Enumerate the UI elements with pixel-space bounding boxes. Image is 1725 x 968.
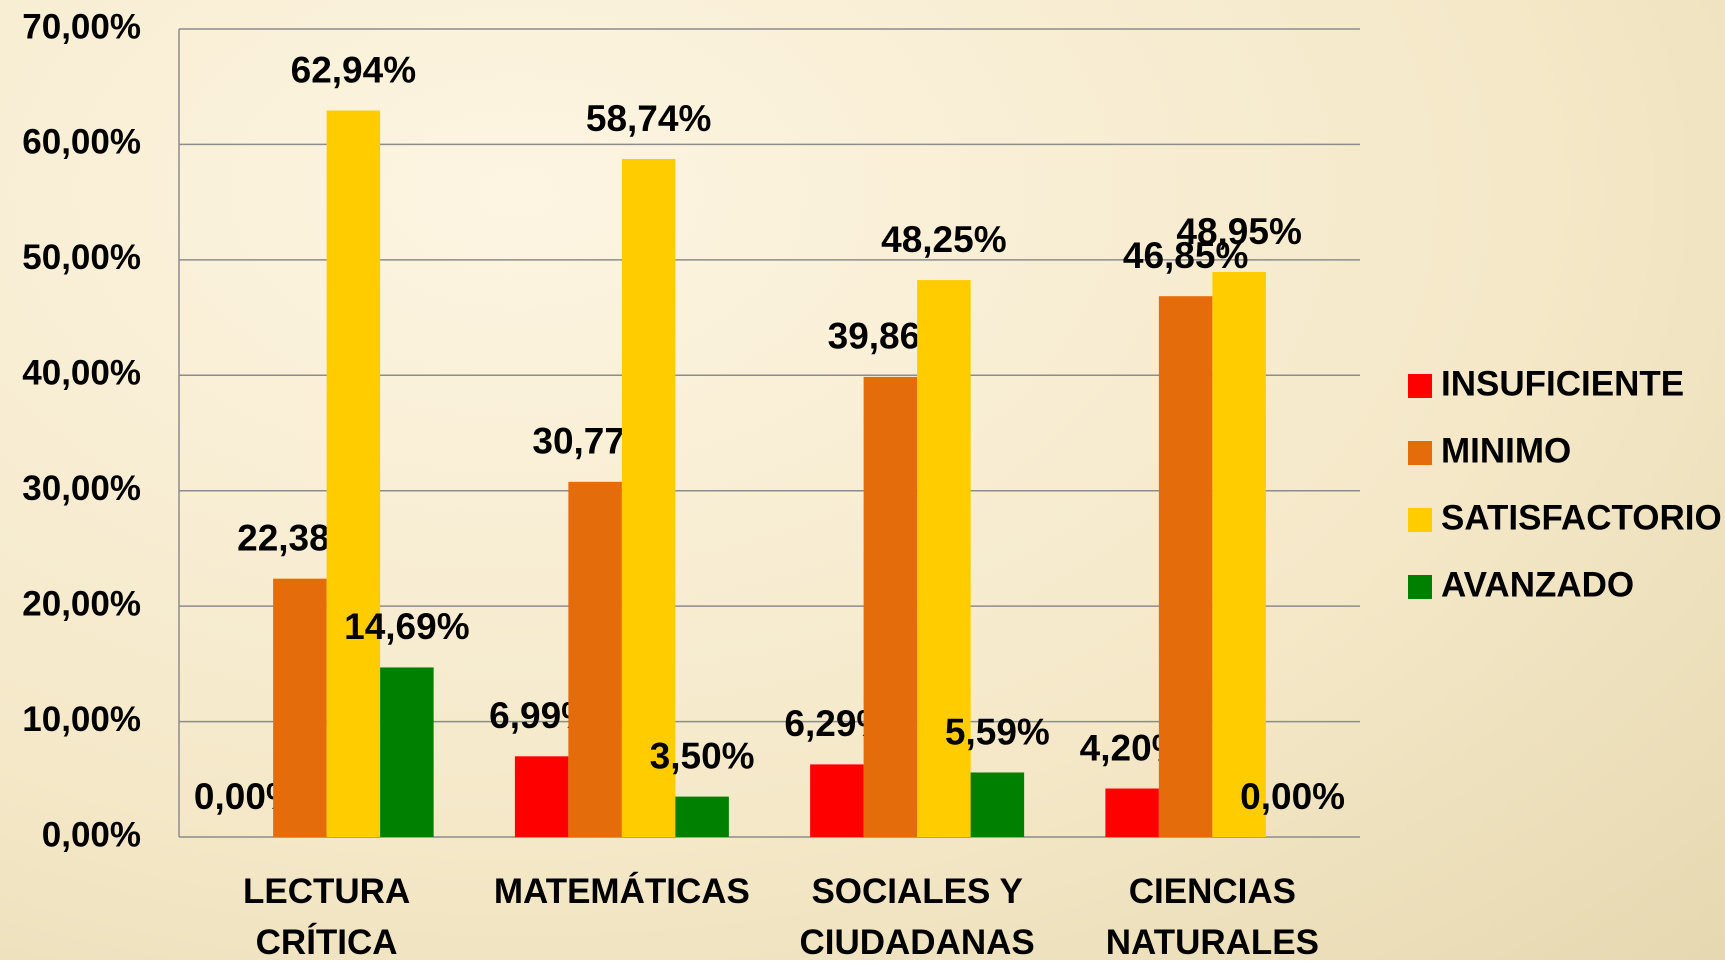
y-tick-label: 40,00% bbox=[22, 354, 141, 393]
x-tick-label: LECTURA CRÍTICA bbox=[243, 872, 411, 962]
data-label: 14,69% bbox=[344, 606, 470, 647]
legend-swatch bbox=[1408, 441, 1432, 465]
bar bbox=[810, 764, 864, 837]
data-label: 5,59% bbox=[945, 711, 1050, 752]
legend-swatch bbox=[1408, 374, 1432, 398]
data-label: 3,50% bbox=[650, 735, 755, 776]
data-label: 58,74% bbox=[586, 98, 712, 139]
bar bbox=[380, 667, 434, 837]
y-tick-label: 60,00% bbox=[22, 123, 141, 162]
y-tick-label: 10,00% bbox=[22, 700, 141, 739]
bar bbox=[621, 158, 676, 838]
legend-label: SATISFACTORIO bbox=[1441, 498, 1722, 537]
y-tick-label: 50,00% bbox=[22, 238, 141, 277]
bar bbox=[1158, 296, 1213, 837]
data-label: 48,25% bbox=[881, 219, 1007, 260]
bar bbox=[514, 756, 569, 837]
legend-label: MINIMO bbox=[1441, 431, 1571, 470]
data-label: 48,95% bbox=[1176, 211, 1302, 252]
y-tick-label: 0,00% bbox=[42, 815, 141, 854]
x-tick-label: CIENCIAS NATURALES bbox=[1105, 872, 1319, 962]
bar bbox=[326, 110, 381, 838]
bar bbox=[1105, 788, 1159, 837]
bar bbox=[273, 578, 327, 837]
y-tick-label: 30,00% bbox=[22, 469, 141, 508]
x-tick-label: SOCIALES Y CIUDADANAS bbox=[799, 872, 1035, 962]
y-tick-label: 20,00% bbox=[22, 584, 141, 623]
bar bbox=[917, 280, 971, 837]
x-tick-label: MATEMÁTICAS bbox=[493, 872, 750, 911]
legend-swatch bbox=[1408, 575, 1432, 599]
legend-label: INSUFICIENTE bbox=[1441, 364, 1684, 403]
legend-label: AVANZADO bbox=[1441, 565, 1634, 604]
data-label: 46,85% bbox=[1123, 235, 1249, 276]
data-label: 0,00% bbox=[1240, 776, 1345, 817]
bar bbox=[863, 376, 918, 837]
bar bbox=[568, 481, 622, 837]
data-label: 62,94% bbox=[291, 49, 417, 90]
bar bbox=[1212, 271, 1266, 837]
bar bbox=[675, 796, 729, 837]
y-tick-label: 70,00% bbox=[22, 7, 141, 46]
bar bbox=[970, 772, 1025, 837]
legend-swatch bbox=[1408, 508, 1432, 532]
